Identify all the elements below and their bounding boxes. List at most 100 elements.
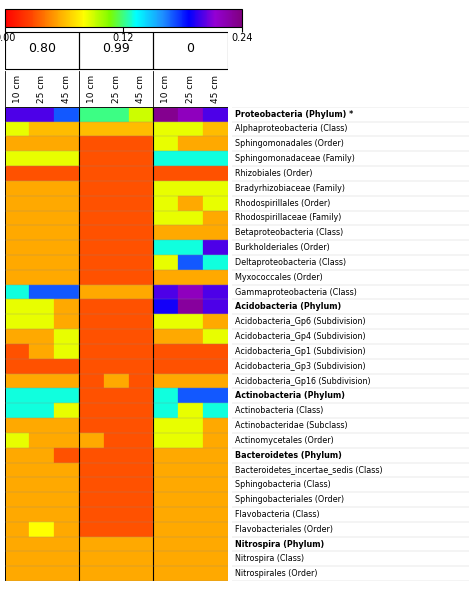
Text: Burkholderiales (Order): Burkholderiales (Order) <box>235 243 329 252</box>
Bar <box>5 255 29 270</box>
Bar <box>5 359 29 374</box>
Bar <box>203 196 228 211</box>
Bar <box>153 151 178 166</box>
Bar <box>29 211 54 225</box>
Bar <box>5 225 29 240</box>
Bar <box>203 388 228 403</box>
Bar <box>153 344 178 359</box>
Bar <box>54 359 79 374</box>
Text: Gammaproteobacteria (Class): Gammaproteobacteria (Class) <box>235 288 356 296</box>
Bar <box>5 522 29 537</box>
Bar <box>79 551 104 566</box>
Bar <box>5 136 29 151</box>
Bar <box>153 196 178 211</box>
Text: Nitrospirales (Order): Nitrospirales (Order) <box>235 569 317 578</box>
Bar <box>5 211 29 225</box>
Bar <box>128 359 153 374</box>
Bar <box>5 240 29 255</box>
Bar <box>128 463 153 477</box>
Bar <box>79 344 104 359</box>
Bar <box>153 122 178 136</box>
Text: Sphingomonadaceae (Family): Sphingomonadaceae (Family) <box>235 154 355 163</box>
Bar <box>54 418 79 433</box>
Bar <box>54 537 79 551</box>
Text: 0.99: 0.99 <box>102 42 130 55</box>
Bar <box>5 566 29 581</box>
Text: Actinomycetales (Order): Actinomycetales (Order) <box>235 436 333 445</box>
Bar <box>178 403 203 418</box>
Bar <box>79 566 104 581</box>
Bar <box>128 225 153 240</box>
Bar <box>29 299 54 314</box>
Bar <box>178 255 203 270</box>
Bar <box>54 151 79 166</box>
Bar <box>203 477 228 492</box>
Bar <box>54 122 79 136</box>
Bar <box>5 299 29 314</box>
Bar <box>29 448 54 463</box>
Bar <box>54 477 79 492</box>
Bar <box>79 299 104 314</box>
Bar <box>5 551 29 566</box>
Bar <box>203 151 228 166</box>
Bar <box>153 314 178 329</box>
Bar <box>178 374 203 388</box>
Bar <box>79 136 104 151</box>
Bar <box>54 388 79 403</box>
Bar <box>5 344 29 359</box>
Bar <box>54 507 79 522</box>
Bar <box>203 166 228 181</box>
Bar <box>178 285 203 299</box>
Bar <box>54 329 79 344</box>
Bar <box>178 418 203 433</box>
Bar <box>5 388 29 403</box>
Bar <box>128 107 153 122</box>
Bar <box>203 359 228 374</box>
Bar <box>178 107 203 122</box>
Bar <box>29 522 54 537</box>
Bar <box>153 463 178 477</box>
Text: Sphingomonadales (Order): Sphingomonadales (Order) <box>235 139 344 148</box>
Bar <box>203 433 228 448</box>
Bar <box>104 374 128 388</box>
Text: Acidobacteria_Gp3 (Subdivision): Acidobacteria_Gp3 (Subdivision) <box>235 362 365 371</box>
Bar <box>104 151 128 166</box>
Text: Acidobacteria_Gp6 (Subdivision): Acidobacteria_Gp6 (Subdivision) <box>235 317 365 326</box>
Bar <box>79 270 104 285</box>
Bar <box>203 418 228 433</box>
Bar <box>128 151 153 166</box>
Bar <box>54 136 79 151</box>
Bar <box>203 448 228 463</box>
Bar <box>5 492 29 507</box>
Bar <box>79 433 104 448</box>
Bar <box>79 107 104 122</box>
Bar <box>153 492 178 507</box>
Bar <box>104 299 128 314</box>
Bar <box>54 463 79 477</box>
Bar <box>104 418 128 433</box>
Text: 10 cm: 10 cm <box>13 75 22 103</box>
Bar <box>5 151 29 166</box>
Bar <box>128 181 153 196</box>
Bar <box>29 433 54 448</box>
Bar <box>5 477 29 492</box>
Bar <box>178 566 203 581</box>
Bar <box>79 285 104 299</box>
Bar <box>178 136 203 151</box>
Bar <box>128 551 153 566</box>
Bar <box>79 255 104 270</box>
Bar <box>104 522 128 537</box>
Bar <box>128 285 153 299</box>
Bar <box>178 522 203 537</box>
Bar <box>128 388 153 403</box>
Bar <box>29 374 54 388</box>
Bar <box>153 166 178 181</box>
Bar <box>203 285 228 299</box>
Bar <box>29 359 54 374</box>
Bar <box>153 240 178 255</box>
Bar <box>79 240 104 255</box>
Bar <box>79 374 104 388</box>
Bar <box>203 374 228 388</box>
Bar <box>153 181 178 196</box>
Text: Flavobacteria (Class): Flavobacteria (Class) <box>235 510 319 519</box>
